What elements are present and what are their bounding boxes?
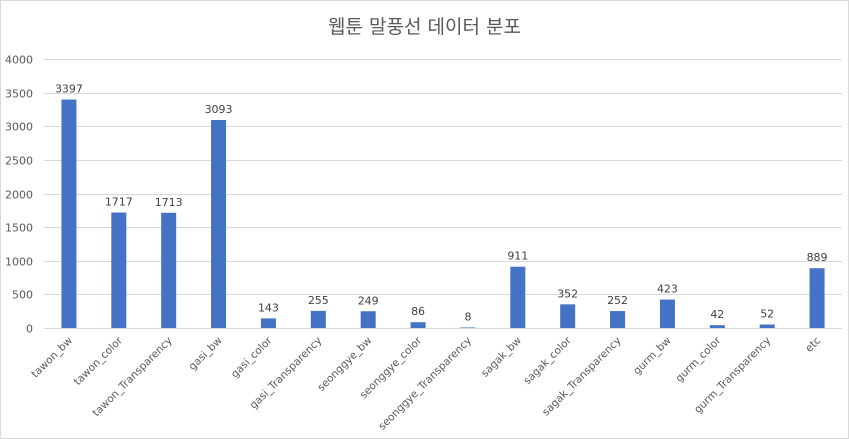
y-axis: 0 500 1000 1500 2000 2500 3000 3500 4000 — [5, 54, 33, 336]
bar-gasi_color — [260, 318, 276, 328]
y-tick-label: 4000 — [5, 54, 33, 67]
y-tick-label: 2000 — [5, 189, 33, 202]
y-tick-label: 0 — [26, 323, 33, 336]
chart-title: 웹툰 말풍선 데이터 분포 — [328, 16, 521, 38]
bars — [61, 99, 825, 328]
data-label-seonggye_Transparency: 8 — [464, 310, 471, 323]
y-tick-label: 3000 — [5, 121, 33, 134]
y-tick-label: 1500 — [5, 222, 33, 235]
data-label-sagak_Transparency: 252 — [607, 294, 628, 307]
x-tick-label: sagak_color — [521, 334, 574, 387]
y-tick-label: 3500 — [5, 88, 33, 101]
data-label-tawon_Transparency: 1713 — [155, 196, 183, 209]
data-label-gurm_Transparency: 52 — [760, 308, 774, 321]
bar-gurm_bw — [659, 299, 675, 328]
x-tick-label: tawon_bw — [29, 334, 75, 380]
bar-sagak_bw — [510, 266, 526, 328]
data-label-gurm_color: 42 — [710, 308, 724, 321]
data-label-sagak_color: 352 — [557, 287, 578, 300]
data-label-gasi_Transparency: 255 — [308, 294, 329, 307]
bar-etc — [809, 268, 825, 328]
y-tick-label: 1000 — [5, 256, 33, 269]
x-tick-label: gurm_bw — [631, 334, 674, 377]
data-label-gasi_bw: 3093 — [205, 103, 233, 116]
bar-sagak_color — [560, 304, 576, 328]
x-tick-label: gasi_bw — [187, 334, 225, 372]
data-label-gasi_color: 143 — [258, 301, 279, 314]
data-label-seonggye_bw: 249 — [358, 294, 379, 307]
bar-seonggye_bw — [360, 311, 376, 328]
x-tick-label: seonggye_Transparency — [376, 335, 474, 433]
x-tick-label: etc — [803, 334, 823, 354]
data-label-sagak_bw: 911 — [507, 250, 528, 263]
y-tick-label: 2500 — [5, 155, 33, 168]
x-tick-label: gurm_color — [673, 334, 724, 385]
bar-gurm_color — [709, 325, 725, 328]
x-tick-label: sagak_bw — [479, 334, 524, 379]
bar-tawon_Transparency — [161, 212, 177, 328]
gridlines — [44, 59, 842, 329]
x-tick-label: gasi_color — [229, 334, 275, 380]
y-tick-label: 500 — [12, 289, 33, 302]
data-label-tawon_color: 1717 — [105, 196, 133, 209]
x-tick-label: tawon_color — [72, 334, 126, 388]
bar-gasi_bw — [211, 119, 227, 328]
bar-sagak_Transparency — [610, 311, 626, 328]
bar-tawon_color — [111, 212, 127, 328]
data-label-etc: 889 — [807, 251, 828, 264]
data-label-seonggye_color: 86 — [411, 305, 425, 318]
bar-seonggye_color — [410, 322, 426, 328]
data-label-gurm_bw: 423 — [657, 283, 678, 296]
bar-seonggye_Transparency — [460, 327, 476, 328]
bar-tawon_bw — [61, 99, 77, 328]
bar-gasi_Transparency — [310, 310, 326, 328]
data-labels: 3397 1717 1713 3093 143 255 249 86 8 911 352 252 423… — [55, 83, 828, 324]
data-label-tawon_bw: 3397 — [55, 83, 83, 96]
bar-gurm_Transparency — [759, 324, 775, 328]
